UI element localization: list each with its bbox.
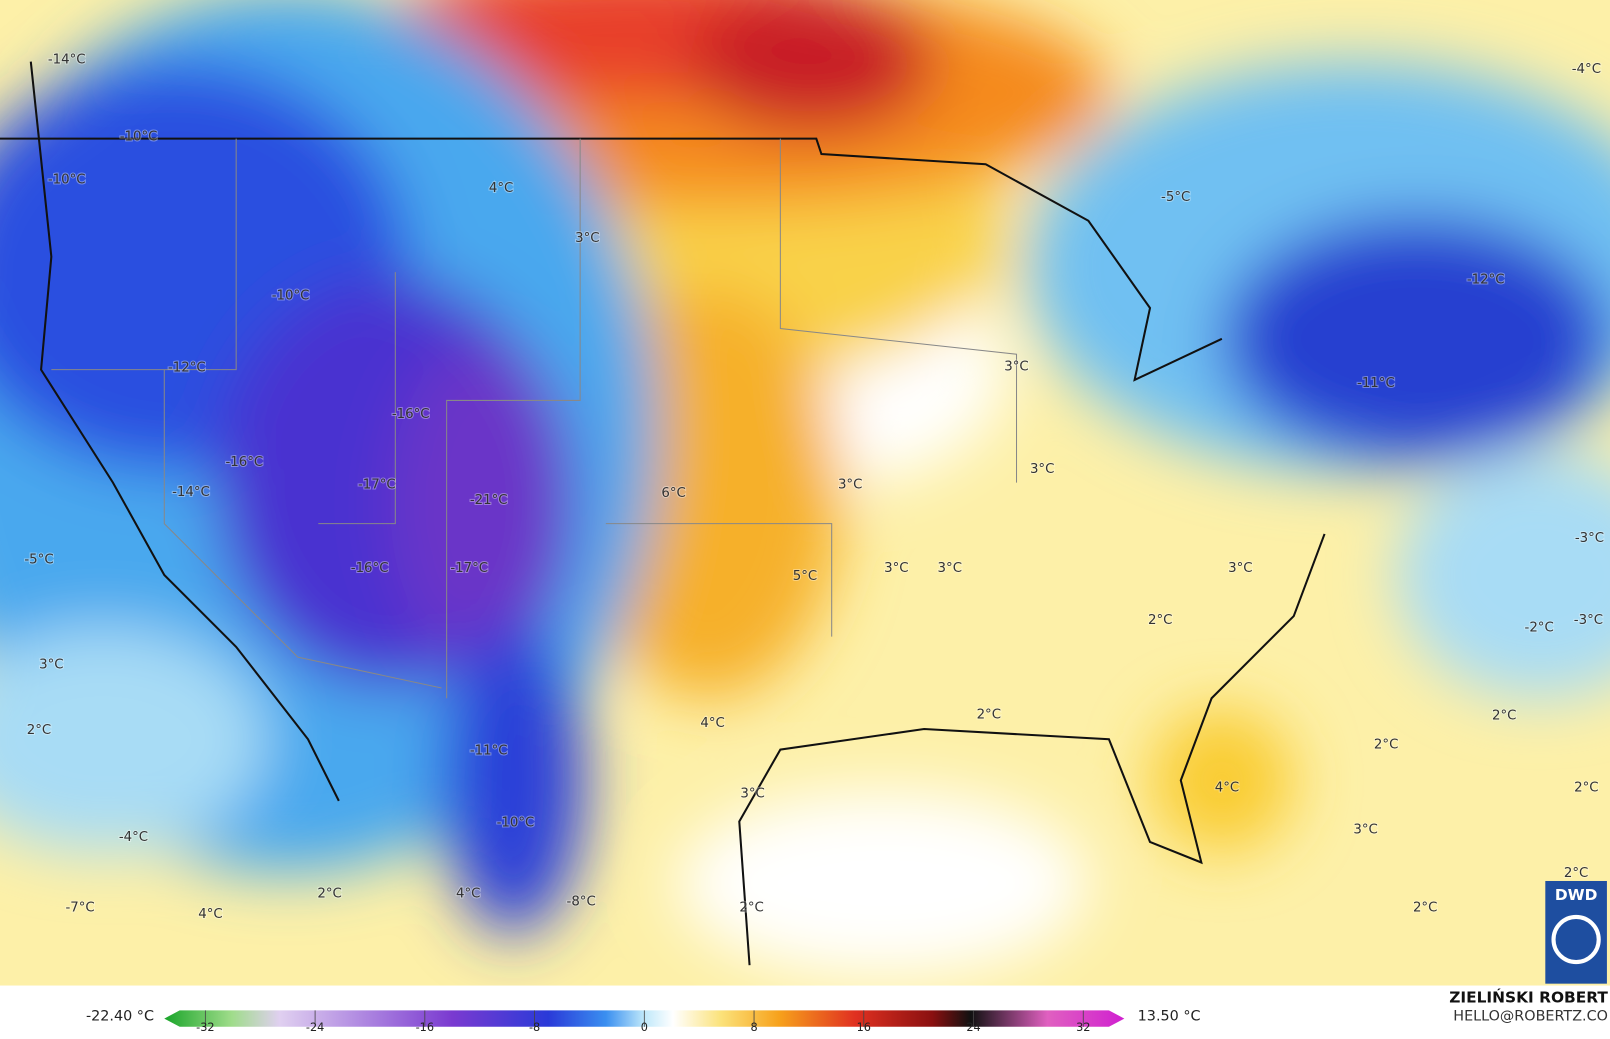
temp-label: 2°C [1413, 901, 1437, 916]
dwd-logo-text: DWD [1555, 886, 1598, 904]
max-label: 13.50 °C [1138, 1009, 1201, 1025]
temp-label: 5°C [793, 569, 817, 584]
temp-label: 4°C [700, 716, 724, 731]
temp-label: 4°C [489, 181, 513, 196]
temp-label: -4°C [119, 830, 148, 845]
temp-label: -5°C [24, 553, 53, 568]
temp-label: 3°C [1004, 360, 1028, 375]
temp-label: -3°C [1575, 531, 1604, 546]
temp-label: 3°C [884, 561, 908, 576]
temp-label: 2°C [317, 886, 341, 901]
temp-label: -17°C [358, 478, 396, 493]
temp-label: -11°C [1357, 376, 1395, 391]
temp-label: 4°C [456, 886, 480, 901]
temp-label: -3°C [1574, 613, 1603, 628]
temp-label: 4°C [1215, 781, 1239, 796]
temp-label: 2°C [1374, 737, 1398, 752]
temp-label: 3°C [938, 561, 962, 576]
temp-label: -10°C [497, 815, 535, 830]
author-name: ZIELIŃSKI ROBERT [1449, 988, 1608, 1007]
temp-label: -12°C [1467, 272, 1505, 287]
min-label: -22.40 °C [86, 1009, 154, 1025]
temp-label: 2°C [739, 901, 763, 916]
temp-label: 3°C [1228, 561, 1252, 576]
temp-label: -16°C [392, 407, 430, 422]
temp-label: 2°C [1574, 781, 1598, 796]
temp-label: 4°C [198, 907, 222, 922]
dwd-logo-swirl [1551, 914, 1601, 965]
temp-label: 2°C [27, 723, 51, 738]
temp-label: -10°C [48, 173, 86, 188]
temp-label: -14°C [48, 53, 86, 68]
colorbar-tick-label: -32 [196, 1021, 214, 1034]
temp-label: -14°C [172, 485, 210, 500]
temp-label: -10°C [272, 289, 310, 304]
temp-label: -10°C [120, 130, 158, 145]
temp-label: 6°C [661, 486, 685, 501]
temp-label: 2°C [1148, 613, 1172, 628]
colorbar-tick-label: 16 [857, 1021, 871, 1034]
temp-label: 3°C [575, 231, 599, 246]
temp-label: -16°C [351, 561, 389, 576]
colorbar-tick-label: -24 [306, 1021, 324, 1034]
temp-label: -12°C [168, 361, 206, 376]
colorbar-tick-label: 32 [1076, 1021, 1090, 1034]
colorbar-tick-label: 8 [750, 1021, 757, 1034]
colorbar-tick-label: 0 [641, 1021, 648, 1034]
author-email: HELLO@ROBERTZ.CO [1453, 1009, 1608, 1025]
temp-label: 3°C [1353, 823, 1377, 838]
temp-label: -4°C [1572, 62, 1601, 77]
temp-label: -8°C [567, 895, 596, 910]
temp-label: -5°C [1161, 190, 1190, 205]
colorbar-tick-label: 24 [966, 1021, 980, 1034]
temp-label: -17°C [450, 561, 488, 576]
temp-label: -16°C [226, 455, 264, 470]
temp-label: 3°C [838, 478, 862, 493]
temp-label: 3°C [39, 657, 63, 672]
temp-label: -7°C [65, 901, 94, 916]
temp-label: 2°C [977, 708, 1001, 723]
temp-label: 3°C [740, 787, 764, 802]
temp-label: -21°C [470, 493, 508, 508]
colorbar-tick-label: -8 [529, 1021, 540, 1034]
temperature-field [0, 0, 1610, 986]
temp-label: 3°C [1030, 462, 1054, 477]
temp-label: -11°C [470, 744, 508, 759]
temp-label: 2°C [1564, 866, 1588, 881]
temp-label: 2°C [1492, 709, 1516, 724]
colorbar-tick-label: -16 [416, 1021, 434, 1034]
temp-label: -2°C [1525, 620, 1554, 635]
